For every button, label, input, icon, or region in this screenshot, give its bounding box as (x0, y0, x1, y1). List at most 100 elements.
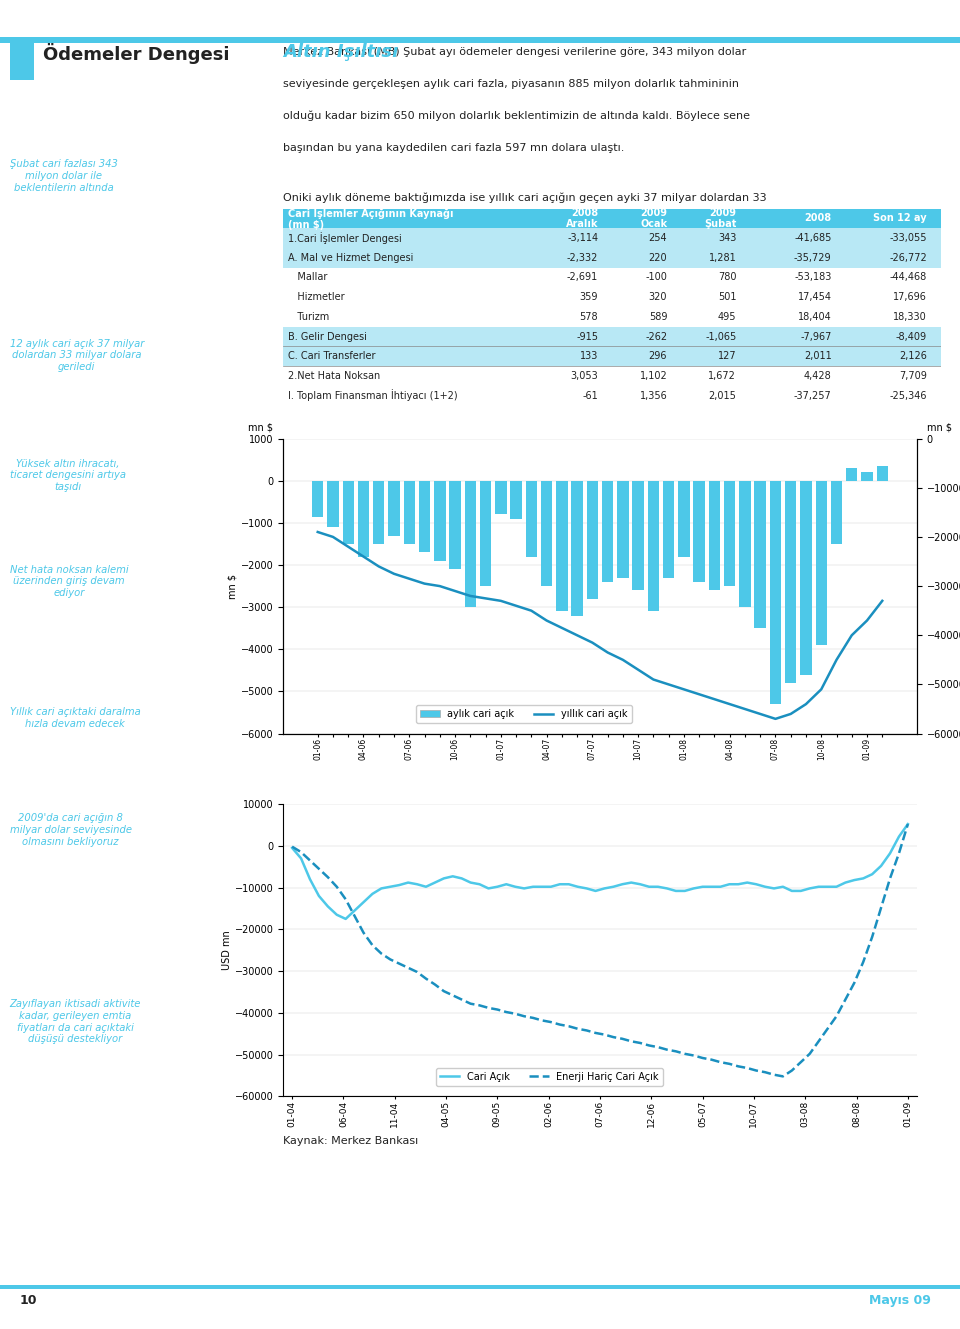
Text: Hizmetler: Hizmetler (288, 292, 345, 302)
Text: 254: 254 (649, 233, 667, 243)
Text: -37,257: -37,257 (794, 391, 831, 400)
Text: 18,404: 18,404 (798, 312, 831, 322)
Cari Açık (286, 840, 298, 856)
Text: 2008: 2008 (804, 214, 831, 223)
Bar (602, 481, 613, 582)
Text: 4,428: 4,428 (804, 371, 831, 381)
Text: -262: -262 (645, 331, 667, 342)
Bar (540, 481, 552, 586)
Text: Altın Işıltısı: Altın Işıltısı (283, 43, 398, 61)
Cari Açık (483, 880, 494, 896)
Text: 1,102: 1,102 (639, 371, 667, 381)
Text: 1,672: 1,672 (708, 371, 736, 381)
Text: 589: 589 (649, 312, 667, 322)
Bar (283, 209, 941, 229)
Bar (283, 347, 941, 365)
Text: Turizm: Turizm (288, 312, 329, 322)
Text: başından bu yana kaydedilen cari fazla 597 mn dolara ulaştı.: başından bu yana kaydedilen cari fazla 5… (283, 144, 625, 153)
Text: 220: 220 (649, 253, 667, 263)
Bar (283, 365, 941, 385)
Text: -1,065: -1,065 (705, 331, 736, 342)
Text: -41,685: -41,685 (794, 233, 831, 243)
Text: 18,330: 18,330 (893, 312, 927, 322)
Text: -25,346: -25,346 (890, 391, 927, 400)
Bar (419, 481, 430, 553)
Enerji Hariç Cari Açık (474, 997, 486, 1013)
Bar (861, 472, 873, 481)
Text: 1.Cari İşlemler Dengesi: 1.Cari İşlemler Dengesi (288, 233, 402, 245)
Text: 133: 133 (580, 351, 598, 361)
Cari Açık (375, 880, 387, 896)
Text: 17,454: 17,454 (798, 292, 831, 302)
Text: B. Gelir Dengesi: B. Gelir Dengesi (288, 331, 368, 342)
Enerji Hariç Cari Açık (626, 1034, 637, 1050)
Bar (465, 481, 476, 607)
Text: Yüksek altın ihracatı,
ticaret dengesini artıya
taşıdı: Yüksek altın ihracatı, ticaret dengesini… (10, 459, 126, 492)
Bar (283, 307, 941, 327)
Text: seviyesinde gerçekleşen aylık cari fazla, piyasanın 885 milyon dolarlık tahminin: seviyesinde gerçekleşen aylık cari fazla… (283, 78, 739, 89)
Text: A. Mal ve Hizmet Dengesi: A. Mal ve Hizmet Dengesi (288, 253, 414, 263)
Cari Açık (902, 816, 914, 832)
Text: Yıllık cari açıktaki daralma
hızla devam edecek: Yıllık cari açıktaki daralma hızla devam… (10, 707, 140, 728)
Bar (633, 481, 644, 590)
Text: C. Cari Transferler: C. Cari Transferler (288, 351, 376, 361)
Bar (617, 481, 629, 578)
Cari Açık (340, 910, 351, 926)
Line: Cari Açık: Cari Açık (292, 824, 908, 918)
Bar (312, 481, 324, 517)
Bar (708, 481, 720, 590)
Text: -3,114: -3,114 (567, 233, 598, 243)
Bar (785, 481, 797, 683)
Bar (511, 481, 522, 518)
Bar (816, 481, 827, 645)
Bar (283, 385, 941, 405)
Bar (770, 481, 781, 704)
Text: Oniki aylık döneme baktığımızda ise yıllık cari açığın geçen ayki 37 milyar dola: Oniki aylık döneme baktığımızda ise yıll… (283, 193, 767, 203)
Enerji Hariç Cari Açık (367, 937, 378, 953)
Text: 2009
Şubat: 2009 Şubat (704, 207, 736, 230)
Text: 578: 578 (580, 312, 598, 322)
Text: 2,015: 2,015 (708, 391, 736, 400)
Legend: Cari Açık, Enerji Hariç Cari Açık: Cari Açık, Enerji Hariç Cari Açık (436, 1069, 662, 1086)
Bar (693, 481, 705, 582)
Enerji Hariç Cari Açık (813, 1034, 825, 1050)
Text: -53,183: -53,183 (794, 272, 831, 283)
Bar (801, 481, 812, 675)
Cari Açık (438, 870, 449, 886)
Text: 501: 501 (718, 292, 736, 302)
Bar (830, 481, 842, 544)
Text: 10: 10 (19, 1294, 36, 1308)
Bar (283, 327, 941, 347)
Bar (358, 481, 370, 557)
Text: 780: 780 (718, 272, 736, 283)
Text: milyar dolara gerilediğini görüyoruz.: milyar dolara gerilediğini görüyoruz. (283, 225, 487, 235)
Bar (388, 481, 399, 536)
Text: 12 aylık cari açık 37 milyar
dolardan 33 milyar dolara
geriledi: 12 aylık cari açık 37 milyar dolardan 33… (10, 339, 144, 372)
Enerji Hariç Cari Açık (822, 1021, 833, 1037)
Bar (876, 466, 888, 481)
Bar (663, 481, 674, 578)
Bar (587, 481, 598, 599)
Text: Mallar: Mallar (288, 272, 327, 283)
Text: 1,356: 1,356 (639, 391, 667, 400)
Text: 2.Net Hata Noksan: 2.Net Hata Noksan (288, 371, 381, 381)
Text: 2008
Aralık: 2008 Aralık (565, 207, 598, 230)
Text: Kaynak: Merkez Bankası: Kaynak: Merkez Bankası (283, 1136, 419, 1147)
Bar (403, 481, 415, 544)
Text: -44,468: -44,468 (890, 272, 927, 283)
Bar (648, 481, 660, 611)
Text: Net hata noksan kalemi
üzerinden giriş devam
ediyor: Net hata noksan kalemi üzerinden giriş d… (10, 565, 129, 598)
Text: 3,053: 3,053 (570, 371, 598, 381)
Text: mn $: mn $ (926, 423, 951, 433)
Bar (678, 481, 689, 557)
Cari Açık (635, 876, 646, 892)
Text: 359: 359 (580, 292, 598, 302)
Text: 2,126: 2,126 (900, 351, 927, 361)
Text: 2009'da cari açığın 8
milyar dolar seviyesinde
olmasını bekliyoruz: 2009'da cari açığın 8 milyar dolar seviy… (10, 813, 132, 847)
Line: Enerji Hariç Cari Açık: Enerji Hariç Cari Açık (292, 824, 908, 1076)
Cari Açık (813, 878, 825, 894)
Text: -2,332: -2,332 (566, 253, 598, 263)
Enerji Hariç Cari Açık (286, 839, 298, 855)
Y-axis label: USD mn: USD mn (222, 930, 231, 970)
Bar (556, 481, 567, 611)
